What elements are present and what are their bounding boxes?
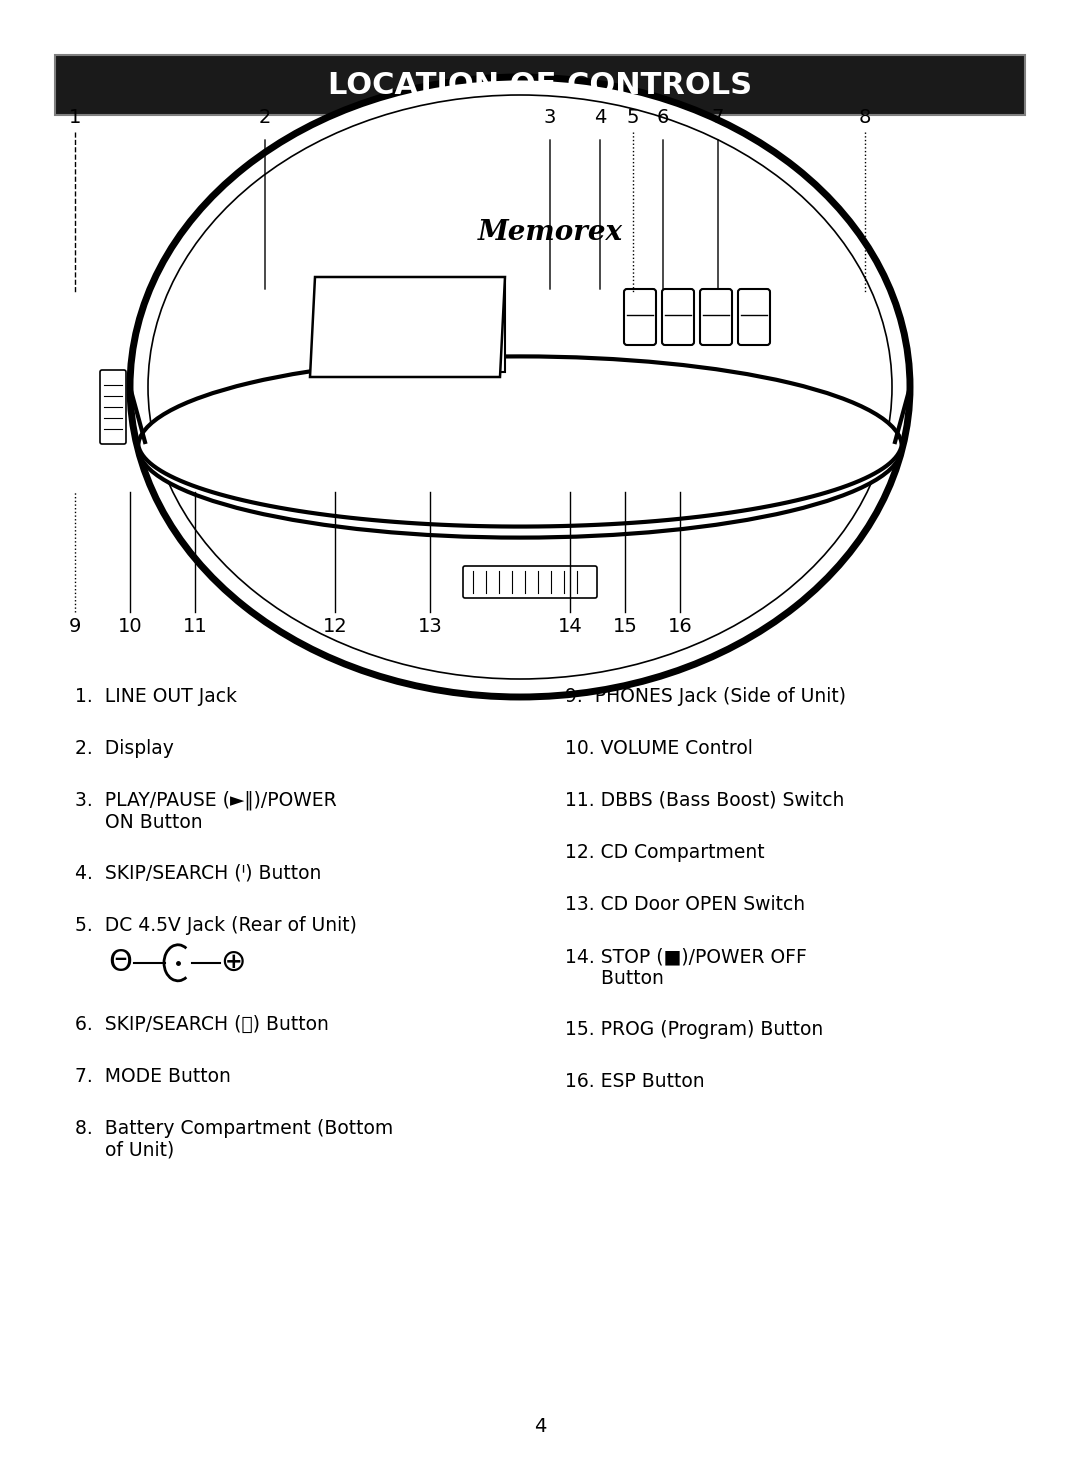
Text: 2: 2	[259, 108, 271, 127]
Text: 6: 6	[657, 108, 670, 127]
FancyBboxPatch shape	[662, 289, 694, 346]
Text: 3: 3	[544, 108, 556, 127]
Text: Memorex: Memorex	[477, 219, 622, 245]
Text: 5: 5	[626, 108, 639, 127]
Text: 4: 4	[594, 108, 606, 127]
Text: ⊕: ⊕	[220, 948, 246, 978]
FancyBboxPatch shape	[100, 371, 126, 445]
Text: Button: Button	[565, 969, 664, 988]
FancyBboxPatch shape	[320, 282, 505, 372]
Text: 13: 13	[418, 617, 443, 637]
Text: 15: 15	[612, 617, 637, 637]
Text: 16: 16	[667, 617, 692, 637]
FancyBboxPatch shape	[55, 55, 1025, 115]
Text: 10: 10	[118, 617, 143, 637]
Ellipse shape	[138, 356, 902, 538]
Text: 12. CD Compartment: 12. CD Compartment	[565, 843, 765, 863]
Text: 14. STOP (■)/POWER OFF: 14. STOP (■)/POWER OFF	[565, 947, 807, 966]
Text: LOCATION OF CONTROLS: LOCATION OF CONTROLS	[328, 71, 752, 99]
FancyBboxPatch shape	[700, 289, 732, 346]
Text: 12: 12	[323, 617, 348, 637]
Text: 5.  DC 4.5V Jack (Rear of Unit): 5. DC 4.5V Jack (Rear of Unit)	[75, 916, 356, 935]
Text: of Unit): of Unit)	[75, 1140, 174, 1159]
FancyBboxPatch shape	[463, 566, 597, 598]
Text: 9: 9	[69, 617, 81, 637]
FancyBboxPatch shape	[738, 289, 770, 346]
Text: 10. VOLUME Control: 10. VOLUME Control	[565, 738, 753, 758]
Text: 16. ESP Button: 16. ESP Button	[565, 1072, 704, 1092]
Text: 6.  SKIP/SEARCH (ᑋ) Button: 6. SKIP/SEARCH (ᑋ) Button	[75, 1015, 329, 1034]
Text: 11. DBBS (Bass Boost) Switch: 11. DBBS (Bass Boost) Switch	[565, 792, 845, 809]
Text: 14: 14	[557, 617, 582, 637]
Text: 7.  MODE Button: 7. MODE Button	[75, 1066, 231, 1086]
Text: 1: 1	[69, 108, 81, 127]
Text: 9.  PHONES Jack (Side of Unit): 9. PHONES Jack (Side of Unit)	[565, 687, 846, 706]
Ellipse shape	[148, 95, 892, 679]
Text: Θ: Θ	[108, 948, 132, 978]
Polygon shape	[310, 278, 505, 377]
Text: 3.  PLAY/PAUSE (►‖)/POWER: 3. PLAY/PAUSE (►‖)/POWER	[75, 792, 337, 811]
Text: 7: 7	[712, 108, 725, 127]
Text: 11: 11	[183, 617, 207, 637]
Text: 2.  Display: 2. Display	[75, 738, 174, 758]
Ellipse shape	[130, 77, 910, 697]
Text: 4.  SKIP/SEARCH (ᑊ) Button: 4. SKIP/SEARCH (ᑊ) Button	[75, 864, 322, 883]
Text: 8.  Battery Compartment (Bottom: 8. Battery Compartment (Bottom	[75, 1118, 393, 1137]
Text: 15. PROG (Program) Button: 15. PROG (Program) Button	[565, 1019, 823, 1038]
Text: 1.  LINE OUT Jack: 1. LINE OUT Jack	[75, 687, 237, 706]
Text: 4: 4	[534, 1418, 546, 1437]
Text: ON Button: ON Button	[75, 812, 203, 832]
FancyBboxPatch shape	[624, 289, 656, 346]
Text: 8: 8	[859, 108, 872, 127]
Text: 13. CD Door OPEN Switch: 13. CD Door OPEN Switch	[565, 895, 805, 914]
